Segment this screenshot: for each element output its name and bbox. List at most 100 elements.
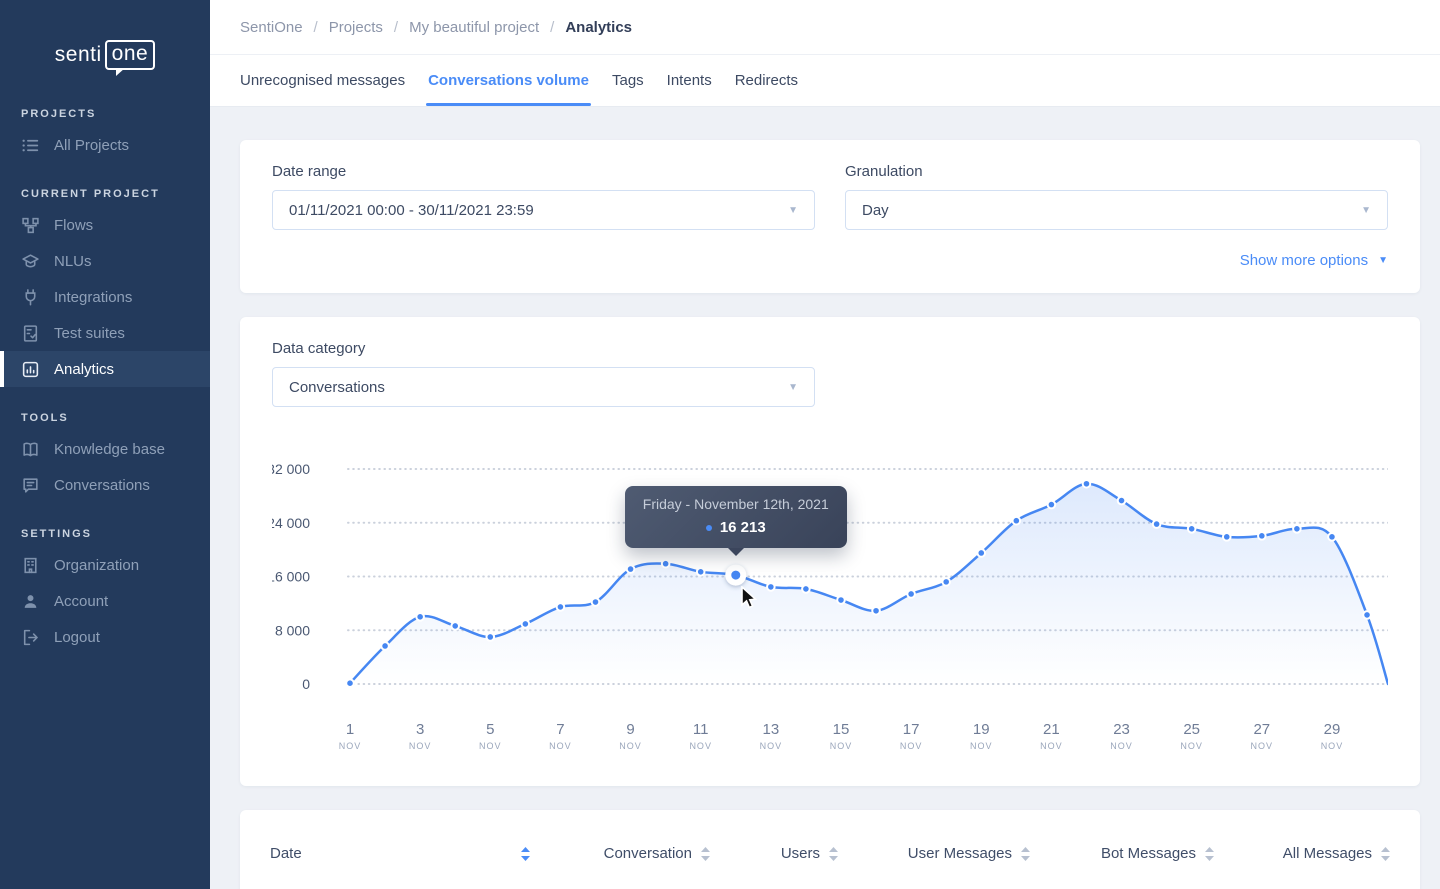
tab-bar: Unrecognised messages Conversations volum… [210, 55, 1440, 107]
x-axis-day-label: 19 [973, 721, 990, 738]
sort-icon[interactable] [1021, 846, 1030, 861]
column-label: Bot Messages [1100, 845, 1196, 862]
breadcrumb-item-projects[interactable]: Projects [328, 18, 383, 36]
chart-point-highlighted[interactable] [731, 570, 741, 580]
x-axis-month-label: NOV [970, 741, 993, 751]
sidebar-item-knowledge-base[interactable]: Knowledge base [0, 431, 210, 467]
column-label: Date [270, 845, 302, 862]
x-axis-day-label: 1 [346, 721, 354, 738]
chart-point[interactable] [625, 564, 636, 574]
breadcrumb-item-sentione[interactable]: SentiOne [240, 18, 303, 36]
chart-point[interactable] [1327, 532, 1337, 542]
chart-point[interactable] [1186, 523, 1197, 534]
chart-tooltip: Friday - November 12th, 2021 16 213 [624, 486, 847, 549]
sort-icon[interactable] [829, 846, 838, 861]
chart-point[interactable] [1116, 495, 1127, 506]
sidebar-item-test-suites[interactable]: Test suites [0, 315, 210, 351]
sidebar-item-all-projects[interactable]: All Projects [0, 127, 210, 163]
organization-building-icon [21, 556, 40, 575]
chart-point[interactable] [836, 595, 846, 605]
conversations-volume-chart[interactable]: Friday - November 12th, 2021 16 213 0 8 0… [267, 444, 1390, 756]
column-header-all-messages[interactable]: All Messages [1214, 845, 1390, 862]
chart-point[interactable] [590, 597, 601, 607]
chart-point[interactable] [941, 577, 951, 587]
chart-point[interactable] [485, 632, 496, 642]
chart-point[interactable] [1011, 515, 1022, 526]
sort-icon[interactable] [1381, 846, 1390, 861]
test-suites-icon [21, 324, 40, 343]
show-more-options-link[interactable]: Show more options ▼ [1239, 252, 1388, 269]
date-range-select[interactable]: 01/11/2021 00:00 - 30/11/2021 23:59 ▼ [272, 190, 815, 230]
sentione-logo[interactable]: senti one [55, 40, 156, 76]
sidebar-item-conversations[interactable]: Conversations [0, 467, 210, 503]
conversations-chat-icon [21, 476, 40, 495]
sidebar-item-account[interactable]: Account [0, 583, 210, 619]
column-header-date[interactable]: Date [270, 845, 530, 862]
chart-point[interactable] [871, 605, 881, 616]
y-axis-tick-label: 0 [302, 676, 310, 692]
chart-point[interactable] [415, 612, 425, 622]
chart-point[interactable] [801, 584, 811, 594]
sidebar-item-flows[interactable]: Flows [0, 207, 210, 243]
chart-point[interactable] [660, 558, 671, 569]
chart-point[interactable] [1151, 519, 1162, 529]
chart-point[interactable] [345, 678, 355, 688]
chart-point[interactable] [906, 589, 916, 599]
filters-card: Date range 01/11/2021 00:00 - 30/11/2021… [240, 140, 1420, 293]
data-category-select[interactable]: Conversations ▼ [272, 367, 815, 407]
sidebar-item-logout[interactable]: Logout [0, 619, 210, 655]
y-axis-tick-label: 24 000 [272, 515, 310, 531]
chevron-down-icon: ▼ [788, 204, 798, 216]
breadcrumb-separator: / [313, 18, 318, 36]
x-axis-day-label: 9 [626, 721, 634, 738]
tab-tags[interactable]: Tags [611, 72, 644, 89]
chart-point[interactable] [1257, 531, 1267, 541]
chart-point[interactable] [766, 582, 776, 592]
sidebar-item-organization[interactable]: Organization [0, 547, 210, 583]
column-header-bot-messages[interactable]: Bot Messages [1030, 845, 1214, 862]
chart-point[interactable] [1221, 532, 1232, 542]
column-label: All Messages [1282, 845, 1372, 862]
sidebar-item-label: Flows [54, 216, 94, 234]
chart-point[interactable] [976, 548, 987, 558]
sidebar-item-integrations[interactable]: Integrations [0, 279, 210, 315]
column-header-conversation[interactable]: Conversation [530, 845, 710, 862]
sidebar-section-header: PROJECTS [21, 108, 97, 120]
sort-icon[interactable] [521, 846, 530, 861]
tab-redirects[interactable]: Redirects [734, 72, 799, 89]
logo-speech-bubble: one [104, 40, 156, 76]
chart-point[interactable] [1046, 499, 1057, 510]
sidebar-item-label: Account [54, 592, 109, 610]
chart-point[interactable] [520, 619, 531, 629]
x-axis-day-label: 27 [1253, 721, 1270, 738]
sidebar-item-label: Integrations [54, 288, 133, 306]
chart-point[interactable] [450, 621, 461, 631]
chart-area-fill [350, 483, 1388, 684]
x-axis-day-label: 29 [1324, 721, 1341, 738]
granulation-select[interactable]: Day ▼ [845, 190, 1388, 230]
breadcrumb-item-my-beautiful-project[interactable]: My beautiful project [409, 18, 540, 36]
mouse-cursor [741, 586, 758, 609]
x-axis-month-label: NOV [1180, 741, 1203, 751]
sidebar-item-label: Test suites [54, 324, 125, 342]
y-axis-tick-label: 32 000 [272, 461, 310, 477]
column-header-users[interactable]: Users [710, 845, 838, 862]
sidebar-item-nlus[interactable]: NLUs [0, 243, 210, 279]
column-label: Conversation [603, 845, 692, 862]
chart-point[interactable] [555, 602, 566, 612]
sidebar-item-analytics[interactable]: Analytics [0, 351, 210, 387]
breadcrumb: SentiOne / Projects / My beautiful project / A… [210, 0, 1440, 55]
chart-point[interactable] [1292, 523, 1302, 534]
chart-point[interactable] [380, 641, 390, 651]
sidebar-item-label: Logout [54, 628, 100, 646]
sort-icon[interactable] [1205, 846, 1214, 861]
tab-conversations-volume[interactable]: Conversations volume [426, 55, 591, 106]
tab-unrecognised-messages[interactable]: Unrecognised messages [240, 72, 406, 89]
column-header-user-messages[interactable]: User Messages [838, 845, 1030, 862]
chart-point[interactable] [695, 566, 706, 577]
statistics-table-card: Date Conversation Users User Messages Bot Me… [240, 810, 1420, 889]
chart-point[interactable] [1081, 478, 1092, 489]
sort-icon[interactable] [701, 846, 710, 861]
tab-intents[interactable]: Intents [666, 72, 712, 89]
chart-point[interactable] [1362, 610, 1372, 620]
